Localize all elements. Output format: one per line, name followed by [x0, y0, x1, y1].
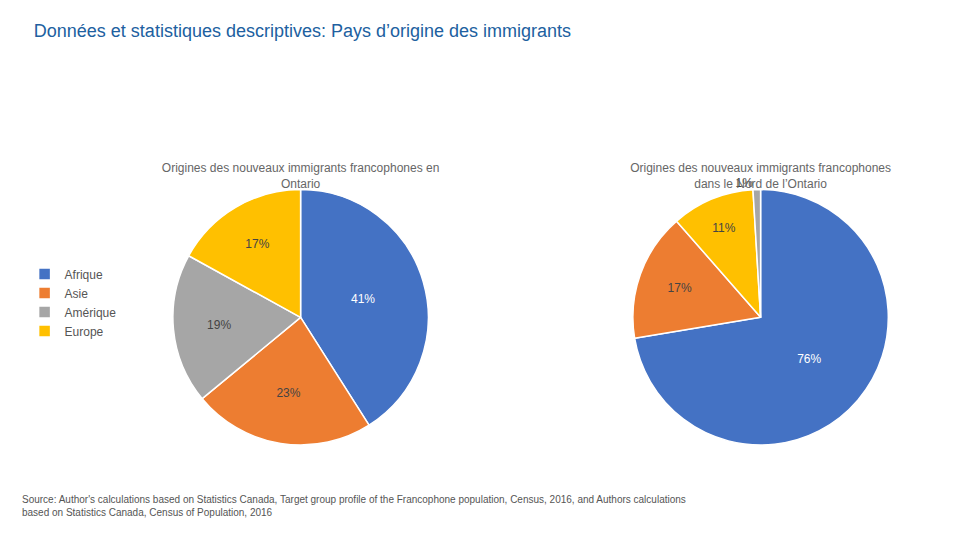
svg-text:Afrique: Afrique — [65, 268, 103, 282]
svg-text:Asie: Asie — [65, 287, 89, 301]
svg-text:41%: 41% — [351, 292, 375, 306]
svg-text:76%: 76% — [797, 352, 821, 366]
svg-text:11%: 11% — [712, 221, 735, 235]
svg-text:Europe: Europe — [65, 325, 104, 339]
svg-text:17%: 17% — [668, 281, 692, 295]
svg-text:Origines des nouveaux immigran: Origines des nouveaux immigrants francop… — [162, 161, 440, 191]
svg-text:Source: Author's calculations: Source: Author's calculations based on S… — [22, 494, 686, 518]
svg-text:Données et statistiques descri: Données et statistiques descriptives: Pa… — [34, 21, 571, 41]
svg-text:19%: 19% — [207, 318, 231, 332]
svg-text:17%: 17% — [245, 237, 269, 251]
svg-text:1%: 1% — [736, 176, 754, 190]
svg-text:Origines des nouveaux immigran: Origines des nouveaux immigrants francop… — [630, 161, 891, 191]
svg-text:23%: 23% — [276, 386, 300, 400]
svg-text:Amérique: Amérique — [65, 306, 117, 320]
